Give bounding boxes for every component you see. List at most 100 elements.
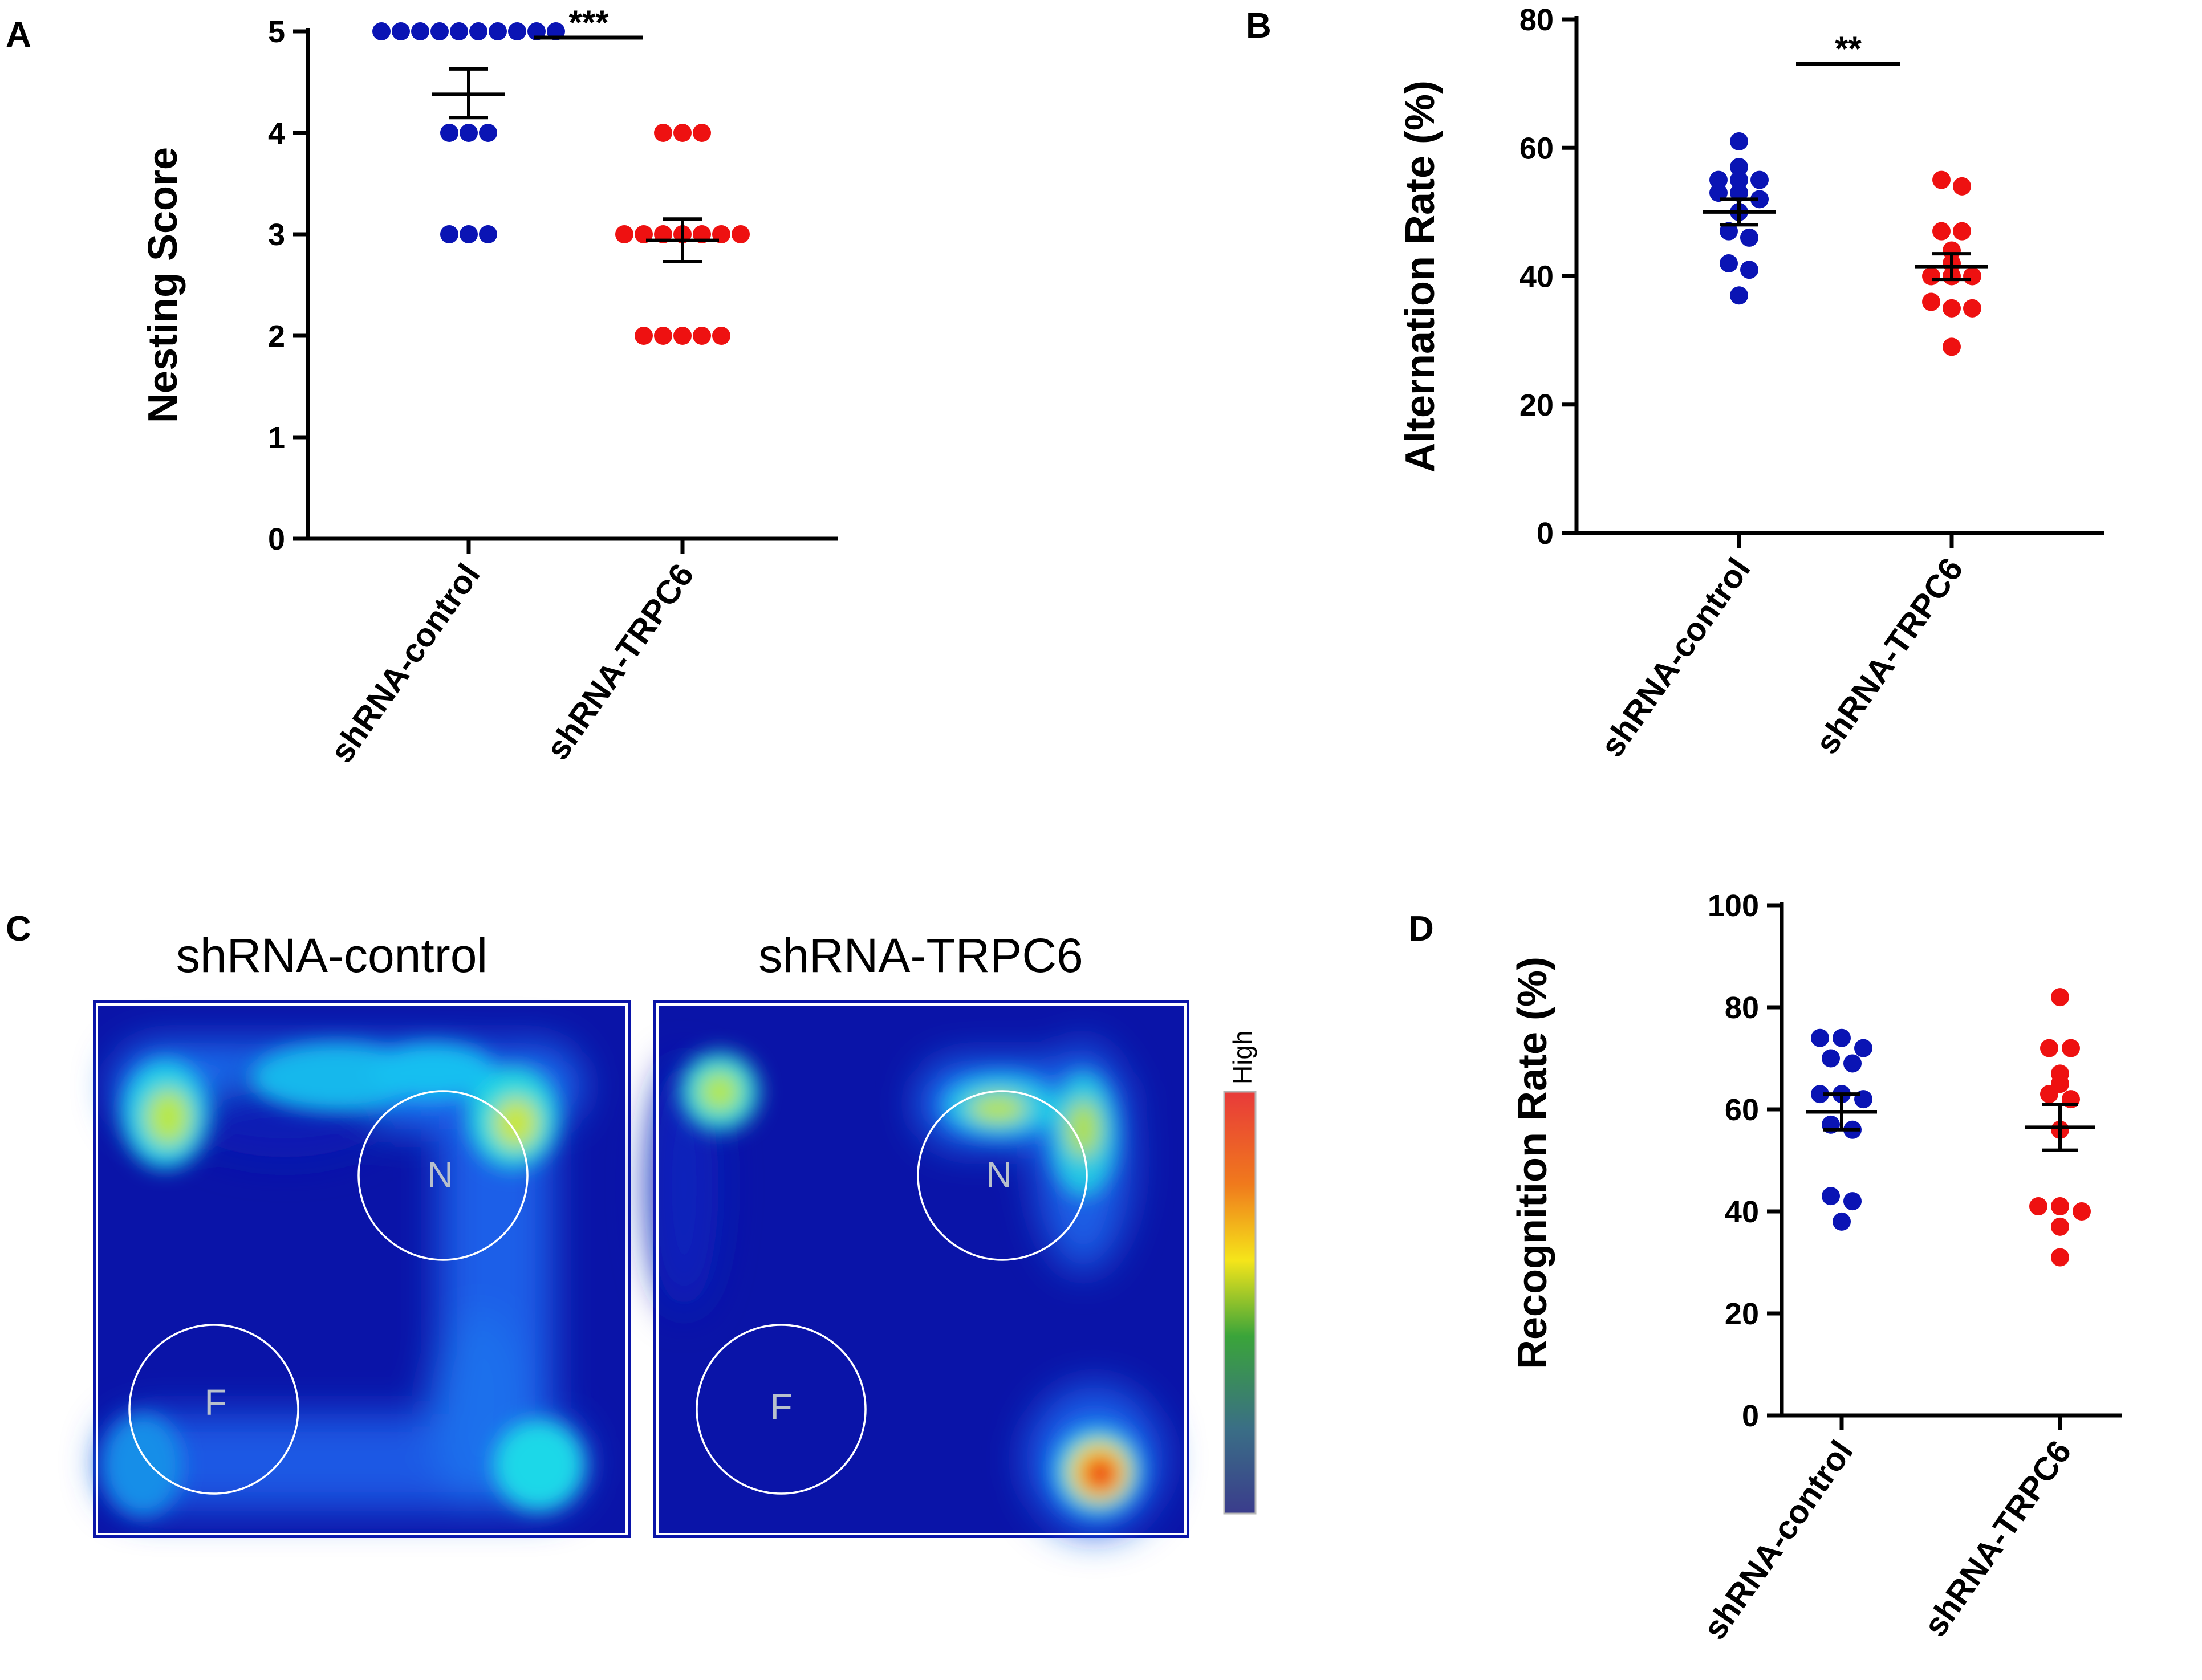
heatmap-trpc6-novel-zone <box>917 1090 1088 1261</box>
y-tick-label-b: 60 <box>1520 131 1554 165</box>
data-point-d <box>2051 1217 2069 1236</box>
y-tick-label-a: 4 <box>268 116 285 150</box>
data-point-b <box>1750 190 1769 209</box>
data-point-a <box>469 22 487 40</box>
heatmap-trpc6-border <box>656 1003 1187 1535</box>
heatmap-control-border <box>96 1003 628 1535</box>
data-point-d <box>2073 1202 2091 1221</box>
heatmap-legend: High <box>1223 1030 1257 1515</box>
data-point-a <box>615 225 633 243</box>
data-point-b <box>1709 184 1728 202</box>
data-point-d <box>2040 1039 2058 1057</box>
y-tick-label-d: 100 <box>1708 889 1759 923</box>
data-point-d <box>2029 1197 2047 1216</box>
data-point-d <box>1833 1028 1851 1047</box>
data-point-a <box>372 22 391 40</box>
data-point-d <box>2051 1197 2069 1216</box>
x-tick-label-b: shRNA-control <box>1594 551 1758 763</box>
data-point-b <box>1730 184 1748 202</box>
x-tick-label-b: shRNA-TRPC6 <box>1808 551 1970 760</box>
heatmap-control-familiar-zone <box>128 1324 299 1495</box>
data-point-b <box>1953 177 1971 196</box>
heatmap-control: N F <box>93 1000 631 1538</box>
data-point-a <box>712 327 730 345</box>
data-point-b <box>1963 267 1981 286</box>
y-axis-label-b: Alternation Rate (%) <box>1397 80 1443 473</box>
panel-label-d: D <box>1408 909 1434 949</box>
data-point-a <box>450 22 468 40</box>
y-axis-label-d: Recognition Rate (%) <box>1510 957 1555 1369</box>
data-point-d <box>2051 1248 2069 1267</box>
significance-label-b: ** <box>1835 30 1862 68</box>
data-point-b <box>1730 170 1748 189</box>
panel-label-a: A <box>6 15 31 55</box>
data-point-b <box>1720 222 1738 241</box>
data-point-b <box>1932 170 1951 189</box>
chart-alternation-rate: 0 20 40 60 80 Alternation Rate (%) shRNA-contr… <box>1397 3 2104 764</box>
data-point-a <box>460 225 478 243</box>
data-point-a <box>411 22 429 40</box>
data-point-a <box>460 124 478 142</box>
y-tick-label-a: 5 <box>268 15 285 49</box>
data-point-b <box>1730 286 1748 305</box>
panel-label-b: B <box>1246 6 1271 46</box>
data-point-d <box>1854 1039 1872 1057</box>
y-tick-label-b: 40 <box>1520 260 1554 294</box>
data-point-a <box>673 327 692 345</box>
heatmap-trpc6: N F <box>650 1000 1189 1538</box>
data-point-a <box>430 22 449 40</box>
y-tick-label-d: 60 <box>1725 1093 1759 1127</box>
data-point-a <box>440 225 458 243</box>
data-point-b <box>1922 292 1940 311</box>
data-point-b <box>1730 132 1748 150</box>
heatmap-legend-bar <box>1223 1091 1257 1515</box>
heatmap-control-novel-zone <box>357 1090 529 1261</box>
data-point-a <box>654 327 672 345</box>
data-point-b <box>1963 299 1981 318</box>
y-tick-label-a: 2 <box>268 319 285 353</box>
y-tick-label-d: 40 <box>1725 1195 1759 1229</box>
data-point-b <box>1709 170 1728 189</box>
heatmap-trpc6-novel-label: N <box>986 1154 1012 1195</box>
data-point-a <box>732 225 750 243</box>
y-tick-label-d: 20 <box>1725 1297 1759 1331</box>
data-point-d <box>1822 1049 1840 1068</box>
data-point-a <box>489 22 507 40</box>
y-tick-label-a: 3 <box>268 218 285 252</box>
heatmap-trpc6-familiar-zone <box>696 1324 867 1495</box>
y-tick-label-d: 0 <box>1742 1399 1759 1433</box>
data-point-a <box>392 22 410 40</box>
data-point-d <box>1833 1212 1851 1231</box>
heatmap-control-hotspots <box>103 1043 584 1516</box>
data-point-b <box>1943 337 1961 356</box>
y-tick-label-b: 0 <box>1537 516 1554 551</box>
panel-label-c: C <box>6 909 31 949</box>
data-point-b <box>1943 299 1961 318</box>
chart-nesting-score: 0 1 2 3 4 5 Nesting Score shRNA-control shRNA-TR… <box>140 3 838 770</box>
y-tick-label-a: 0 <box>268 522 285 556</box>
data-point-a <box>693 124 711 142</box>
data-point-b <box>1932 222 1951 241</box>
heatmap-title-control: shRNA-control <box>176 929 487 982</box>
data-point-a <box>635 327 653 345</box>
heatmap-legend-label: High <box>1228 1030 1257 1084</box>
data-point-a <box>479 225 497 243</box>
y-tick-label-b: 20 <box>1520 388 1554 422</box>
heatmap-title-trpc6: shRNA-TRPC6 <box>758 929 1083 982</box>
data-point-a <box>693 327 711 345</box>
data-point-b <box>1720 254 1738 272</box>
heatmap-control-novel-label: N <box>427 1154 453 1195</box>
data-point-d <box>2062 1039 2080 1057</box>
data-point-b <box>1750 170 1769 189</box>
data-point-b <box>1740 228 1758 247</box>
heatmap-trpc6-hotspots <box>680 1052 1143 1516</box>
y-axis-label-a: Nesting Score <box>140 147 186 423</box>
heatmap-control-familiar-label: F <box>204 1382 226 1423</box>
data-point-d <box>2051 988 2069 1007</box>
data-point-d <box>2040 1085 2058 1104</box>
y-tick-label-a: 1 <box>268 421 285 455</box>
data-point-b <box>1730 158 1748 177</box>
data-point-a <box>508 22 526 40</box>
data-point-a <box>440 124 458 142</box>
data-point-a <box>673 124 692 142</box>
